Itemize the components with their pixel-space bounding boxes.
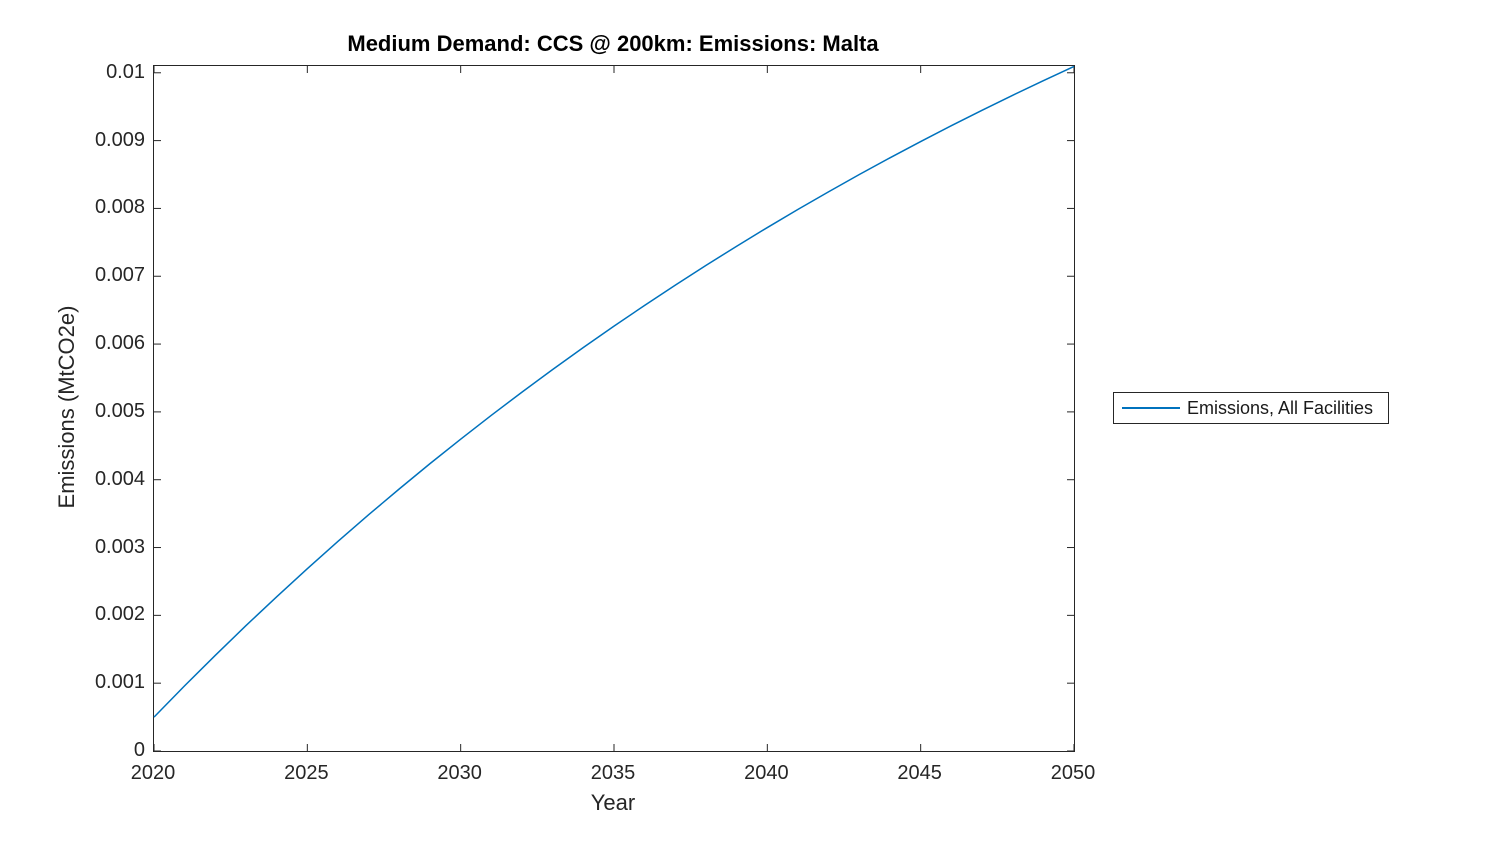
x-tick-label: 2035 — [590, 762, 636, 784]
x-tick-label: 2040 — [744, 762, 789, 784]
y-tick-label: 0.002 — [94, 603, 145, 626]
emissions-line — [153, 65, 1075, 718]
plot-area — [153, 65, 1075, 752]
y-tick-label: 0.008 — [94, 196, 145, 219]
y-tick-label: 0.001 — [94, 671, 145, 694]
emissions-line-chart — [153, 65, 1075, 752]
x-tick-label: 2025 — [284, 762, 329, 784]
x-tick-label: 2050 — [1050, 762, 1096, 784]
legend-line-sample — [1122, 407, 1180, 409]
legend: Emissions, All Facilities — [1113, 392, 1389, 424]
y-tick-label: 0.01 — [106, 60, 145, 83]
y-tick-label: 0.009 — [94, 128, 145, 151]
y-tick-label: 0.006 — [94, 332, 145, 355]
y-tick-label: 0 — [133, 739, 145, 761]
x-tick-label: 2020 — [130, 762, 176, 784]
y-tick-label: 0.003 — [94, 535, 145, 558]
y-tick-label: 0.005 — [94, 399, 145, 422]
x-tick-label: 2030 — [437, 762, 482, 784]
x-tick-label: 2045 — [897, 762, 942, 784]
legend-item-label: Emissions, All Facilities — [1187, 397, 1374, 418]
chart-title: Medium Demand: CCS @ 200km: Emissions: M… — [347, 31, 879, 56]
y-tick-label: 0.007 — [94, 264, 145, 287]
x-axis-label: Year — [590, 790, 636, 815]
y-tick-label: 0.004 — [94, 467, 145, 490]
